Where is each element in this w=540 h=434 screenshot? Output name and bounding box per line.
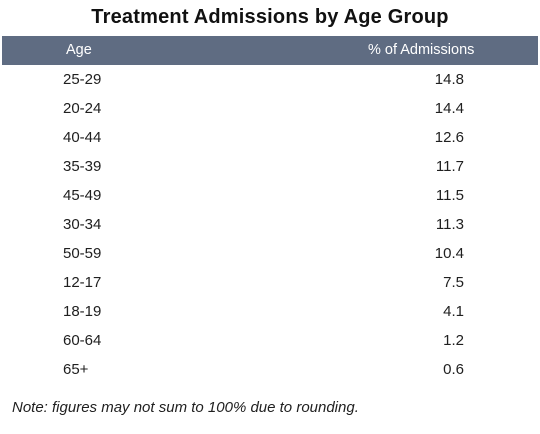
- admissions-percent-cell: 14.4: [434, 100, 464, 117]
- table-row: 20-24 14.4: [2, 94, 538, 123]
- column-header-percent: % of Admissions: [368, 42, 475, 58]
- admissions-table: Age % of Admissions 25-29 14.8 20-24 14.4 40…: [2, 36, 538, 384]
- column-header-age: Age: [66, 42, 92, 58]
- table-row: 25-29 14.8: [2, 65, 538, 94]
- table-row: 18-19 4.1: [2, 297, 538, 326]
- admissions-percent-cell: 4.1: [443, 303, 464, 320]
- table-header-row: Age % of Admissions: [2, 36, 538, 65]
- table-row: 60-64 1.2: [2, 326, 538, 355]
- table-row: 50-59 10.4: [2, 239, 538, 268]
- age-group-cell: 35-39: [63, 158, 102, 175]
- age-group-cell: 65+: [63, 361, 89, 378]
- admissions-percent-cell: 0.6: [443, 361, 464, 378]
- admissions-percent-cell: 11.3: [435, 216, 464, 233]
- age-group-cell: 30-34: [63, 216, 102, 233]
- admissions-percent-cell: 1.2: [443, 332, 464, 349]
- table-row: 30-34 11.3: [2, 210, 538, 239]
- table-row: 35-39 11.7: [2, 152, 538, 181]
- admissions-percent-cell: 11.7: [435, 158, 464, 175]
- age-group-cell: 12-17: [63, 274, 102, 291]
- footnote: Note: figures may not sum to 100% due to…: [12, 399, 359, 416]
- table-title: Treatment Admissions by Age Group: [91, 6, 449, 28]
- age-group-cell: 18-19: [63, 303, 102, 320]
- age-group-cell: 45-49: [63, 187, 102, 204]
- admissions-percent-cell: 10.4: [434, 245, 464, 262]
- admissions-percent-cell: 14.8: [434, 71, 464, 88]
- age-group-cell: 40-44: [63, 129, 102, 146]
- admissions-percent-cell: 12.6: [434, 129, 464, 146]
- table-body: 25-29 14.8 20-24 14.4 40-44 12.6 35-39 11.7 45-4…: [2, 65, 538, 384]
- table-row: 40-44 12.6: [2, 123, 538, 152]
- admissions-percent-cell: 11.5: [435, 187, 464, 204]
- age-group-cell: 50-59: [63, 245, 102, 262]
- table-row: 12-17 7.5: [2, 268, 538, 297]
- table-row: 65+ 0.6: [2, 355, 538, 384]
- age-group-cell: 20-24: [63, 100, 102, 117]
- admissions-percent-cell: 7.5: [443, 274, 464, 291]
- age-group-cell: 25-29: [63, 71, 102, 88]
- age-group-cell: 60-64: [63, 332, 102, 349]
- table-row: 45-49 11.5: [2, 181, 538, 210]
